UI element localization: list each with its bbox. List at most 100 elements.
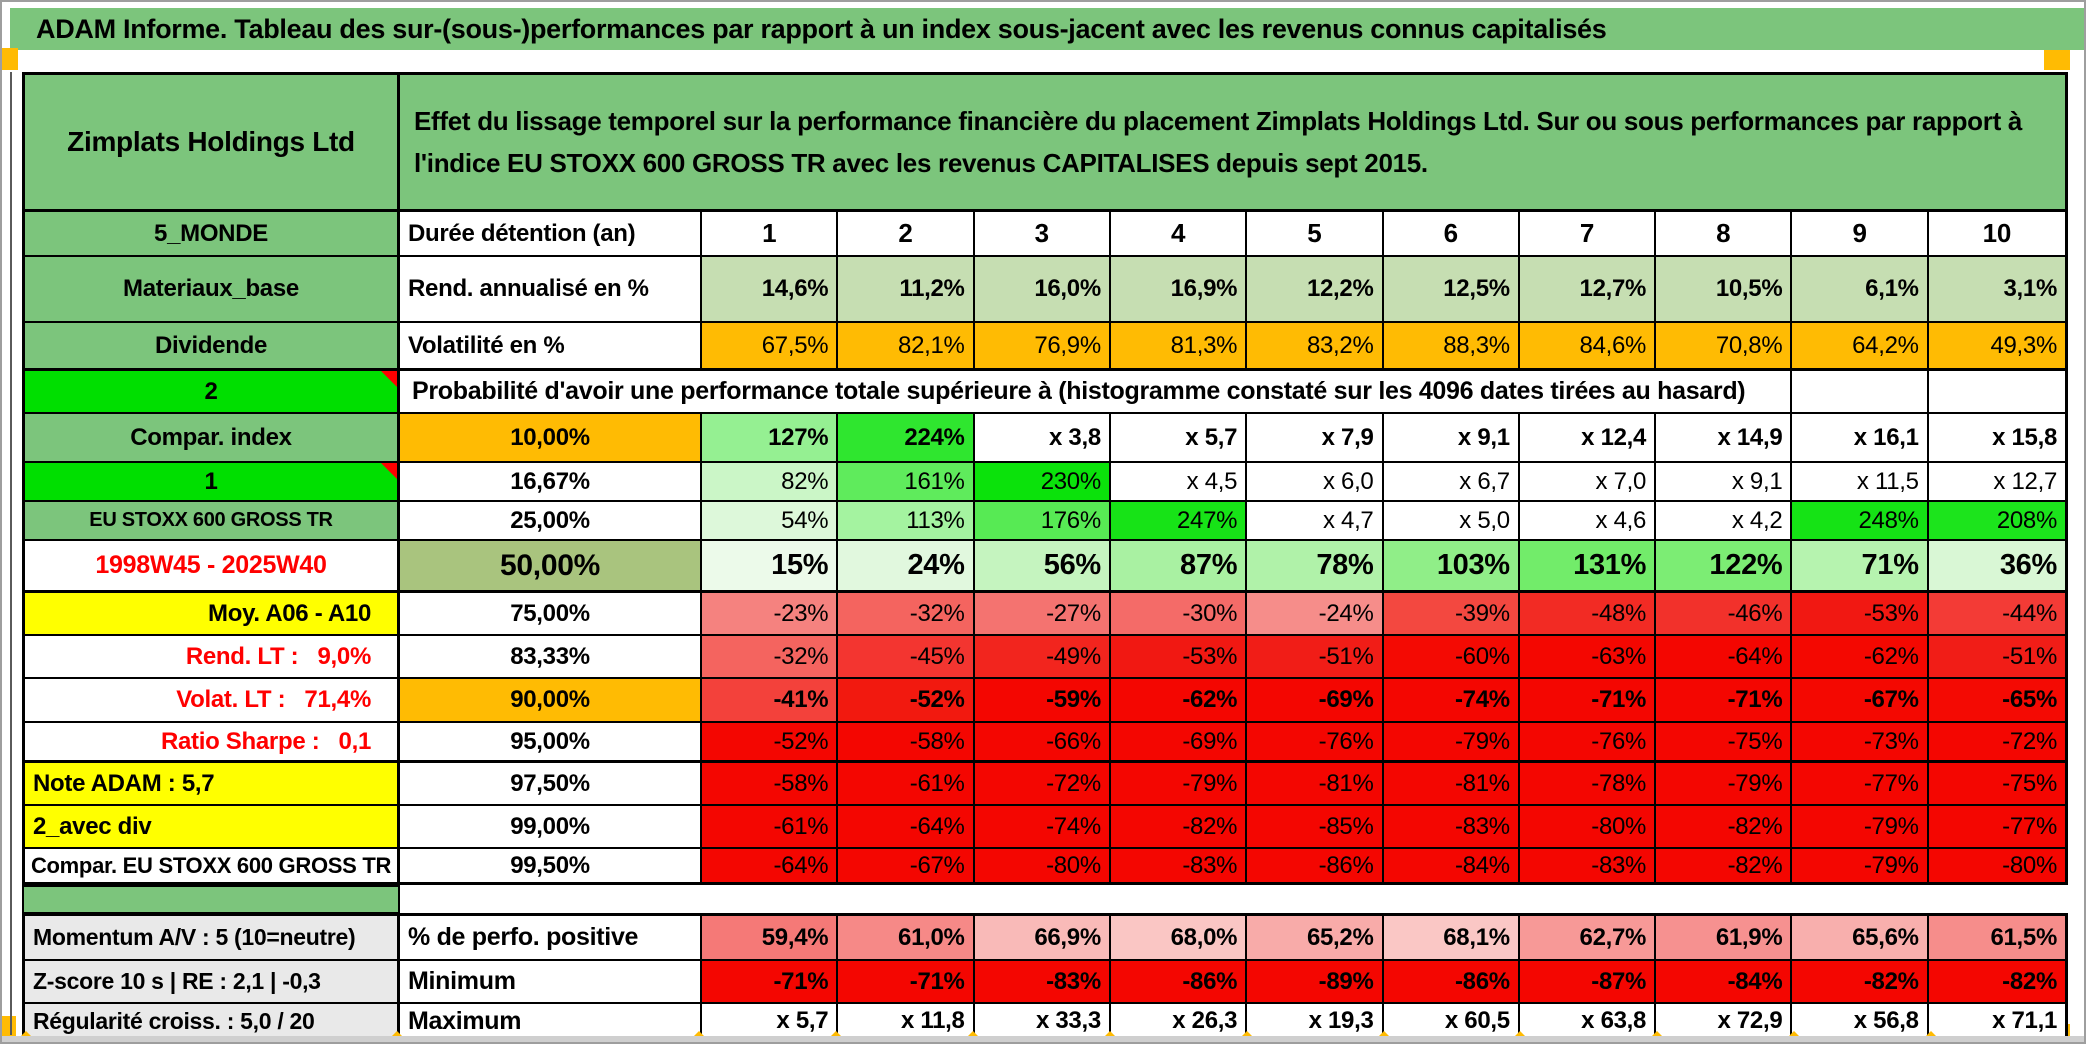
cell-p90-y9[interactable]: -67% (1792, 679, 1929, 721)
cell-rend-annualise-y7[interactable]: 12,7% (1519, 257, 1657, 321)
cell-probabilite-label[interactable]: 2 (25, 371, 400, 412)
separator-cell[interactable] (22, 885, 400, 914)
cell-p10-sub[interactable]: 10,00% (400, 414, 702, 461)
cell-p25-y10[interactable]: 208% (1928, 502, 2065, 539)
cell-rend-annualise-y3[interactable]: 16,0% (974, 257, 1111, 321)
cell-p16-y6[interactable]: x 6,7 (1383, 463, 1520, 500)
cell-p50-y5[interactable]: 78% (1247, 541, 1384, 590)
cell-maximum-sub[interactable]: Maximum (400, 1004, 702, 1038)
cell-p10-y5[interactable]: x 7,9 (1247, 414, 1384, 461)
cell-probabilite-y10[interactable] (1928, 371, 2065, 412)
cell-perfo-positive-label[interactable]: Momentum A/V : 5 (10=neutre) (25, 916, 400, 959)
cell-volatilite-y2[interactable]: 82,1% (838, 323, 975, 368)
cell-p10-y3[interactable]: x 3,8 (974, 414, 1111, 461)
cell-p99-5-y4[interactable]: -83% (1110, 849, 1248, 882)
cell-p83-y5[interactable]: -51% (1247, 636, 1384, 677)
cell-p97-5-y1[interactable]: -58% (702, 763, 839, 804)
cell-p99-y7[interactable]: -80% (1519, 806, 1657, 847)
cell-perfo-positive-y7[interactable]: 62,7% (1519, 916, 1657, 959)
cell-p99-y1[interactable]: -61% (702, 806, 839, 847)
cell-p75-label[interactable]: Moy. A06 - A10 (25, 593, 400, 634)
cell-p50-y7[interactable]: 131% (1519, 541, 1657, 590)
cell-p90-sub[interactable]: 90,00% (400, 679, 702, 721)
cell-p97-5-y9[interactable]: -77% (1792, 763, 1929, 804)
cell-p16-y8[interactable]: x 9,1 (1656, 463, 1793, 500)
cell-perfo-positive-y3[interactable]: 66,9% (974, 916, 1111, 959)
cell-perfo-positive-y1[interactable]: 59,4% (702, 916, 839, 959)
cell-p10-y9[interactable]: x 16,1 (1792, 414, 1929, 461)
cell-p99-y3[interactable]: -74% (974, 806, 1111, 847)
cell-p83-label[interactable]: Rend. LT : 9,0% (25, 636, 400, 677)
cell-p10-label[interactable]: Compar. index (25, 414, 400, 461)
cell-p97-5-y6[interactable]: -81% (1383, 763, 1520, 804)
cell-p90-y10[interactable]: -65% (1928, 679, 2065, 721)
cell-volatilite-y8[interactable]: 70,8% (1656, 323, 1793, 368)
cell-duree-y7[interactable]: 7 (1519, 212, 1657, 255)
cell-p25-y2[interactable]: 113% (838, 502, 975, 539)
cell-p99-y5[interactable]: -85% (1247, 806, 1384, 847)
cell-rend-annualise-label[interactable]: Materiaux_base (25, 257, 400, 321)
cell-p10-y8[interactable]: x 14,9 (1656, 414, 1793, 461)
cell-p99-5-y10[interactable]: -80% (1928, 849, 2065, 882)
cell-p50-y2[interactable]: 24% (838, 541, 975, 590)
cell-duree-y1[interactable]: 1 (702, 212, 839, 255)
cell-p95-y10[interactable]: -72% (1928, 723, 2065, 760)
cell-p97-5-y4[interactable]: -79% (1110, 763, 1248, 804)
cell-p75-y5[interactable]: -24% (1247, 593, 1384, 634)
cell-p50-y8[interactable]: 122% (1656, 541, 1793, 590)
cell-rend-annualise-y4[interactable]: 16,9% (1110, 257, 1248, 321)
cell-p95-y3[interactable]: -66% (974, 723, 1111, 760)
cell-duree-y2[interactable]: 2 (838, 212, 975, 255)
cell-volatilite-y3[interactable]: 76,9% (974, 323, 1111, 368)
cell-perfo-positive-y6[interactable]: 68,1% (1383, 916, 1520, 959)
cell-p99-y2[interactable]: -64% (838, 806, 975, 847)
cell-p83-y1[interactable]: -32% (702, 636, 839, 677)
cell-p99-sub[interactable]: 99,00% (400, 806, 702, 847)
cell-perfo-positive-y5[interactable]: 65,2% (1247, 916, 1384, 959)
cell-perfo-positive-y10[interactable]: 61,5% (1928, 916, 2065, 959)
cell-maximum-y2[interactable]: x 11,8 (838, 1004, 975, 1038)
cell-p95-y9[interactable]: -73% (1792, 723, 1929, 760)
cell-maximum-label[interactable]: Régularité croiss. : 5,0 / 20 (25, 1004, 400, 1038)
cell-maximum-y9[interactable]: x 56,8 (1792, 1004, 1929, 1038)
cell-volatilite-y10[interactable]: 49,3% (1928, 323, 2065, 368)
cell-p25-y9[interactable]: 248% (1792, 502, 1929, 539)
cell-duree-sub[interactable]: Durée détention (an) (400, 212, 702, 255)
instrument-name-cell[interactable]: Zimplats Holdings Ltd (25, 75, 400, 209)
report-description-cell[interactable]: Effet du lissage temporel sur la perform… (400, 75, 2065, 209)
cell-p50-y10[interactable]: 36% (1928, 541, 2065, 590)
cell-p90-label[interactable]: Volat. LT : 71,4% (25, 679, 400, 721)
cell-p75-y2[interactable]: -32% (838, 593, 975, 634)
cell-p75-y9[interactable]: -53% (1792, 593, 1929, 634)
cell-volatilite-y6[interactable]: 88,3% (1383, 323, 1520, 368)
cell-p90-y7[interactable]: -71% (1519, 679, 1657, 721)
cell-p95-y5[interactable]: -76% (1247, 723, 1384, 760)
cell-p95-label[interactable]: Ratio Sharpe : 0,1 (25, 723, 400, 760)
cell-p83-y3[interactable]: -49% (974, 636, 1111, 677)
cell-p75-y6[interactable]: -39% (1383, 593, 1520, 634)
cell-duree-y4[interactable]: 4 (1110, 212, 1248, 255)
cell-p95-y7[interactable]: -76% (1519, 723, 1657, 760)
cell-volatilite-y9[interactable]: 64,2% (1792, 323, 1929, 368)
cell-p25-y4[interactable]: 247% (1110, 502, 1248, 539)
cell-p99-5-sub[interactable]: 99,50% (400, 849, 702, 882)
cell-p10-y6[interactable]: x 9,1 (1383, 414, 1520, 461)
cell-p25-y8[interactable]: x 4,2 (1656, 502, 1793, 539)
cell-p10-y1[interactable]: 127% (702, 414, 839, 461)
cell-rend-annualise-y10[interactable]: 3,1% (1928, 257, 2065, 321)
cell-p75-y3[interactable]: -27% (974, 593, 1111, 634)
cell-duree-y3[interactable]: 3 (974, 212, 1111, 255)
cell-p25-label[interactable]: EU STOXX 600 GROSS TR (25, 502, 400, 539)
cell-p83-y6[interactable]: -60% (1383, 636, 1520, 677)
cell-rend-annualise-sub[interactable]: Rend. annualisé en % (400, 257, 702, 321)
cell-p16-sub[interactable]: 16,67% (400, 463, 702, 500)
cell-p50-y3[interactable]: 56% (974, 541, 1111, 590)
cell-p16-y7[interactable]: x 7,0 (1519, 463, 1657, 500)
cell-p97-5-y10[interactable]: -75% (1928, 763, 2065, 804)
cell-minimum-y6[interactable]: -86% (1383, 961, 1520, 1002)
cell-p90-y1[interactable]: -41% (702, 679, 839, 721)
cell-p95-y8[interactable]: -75% (1656, 723, 1793, 760)
cell-p99-y6[interactable]: -83% (1383, 806, 1520, 847)
cell-p95-sub[interactable]: 95,00% (400, 723, 702, 760)
cell-duree-y6[interactable]: 6 (1383, 212, 1520, 255)
